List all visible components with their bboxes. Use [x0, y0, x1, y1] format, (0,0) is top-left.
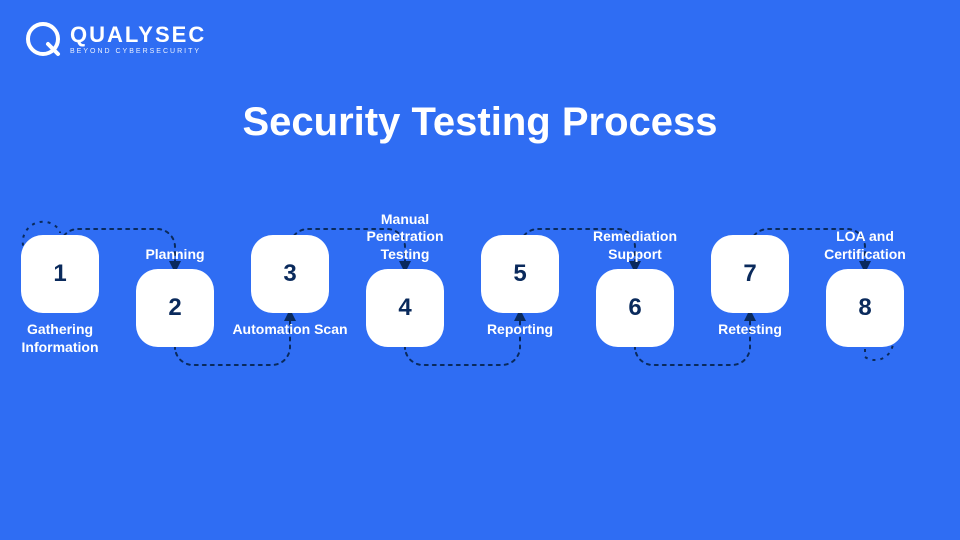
step-label-7: Retesting	[690, 321, 810, 339]
step-node-6: 6	[596, 269, 674, 347]
step-label-6: Remediation Support	[575, 228, 695, 263]
logo-q-icon	[22, 18, 64, 60]
step-node-5: 5	[481, 235, 559, 313]
logo-name: QUALYSEC	[70, 24, 206, 46]
brand-logo: QUALYSEC BEYOND CYBERSECURITY	[22, 18, 206, 60]
logo-text: QUALYSEC BEYOND CYBERSECURITY	[70, 24, 206, 55]
step-label-5: Reporting	[460, 321, 580, 339]
process-flow: 1 Gathering Information 2 Planning 3 Automati…	[0, 205, 960, 405]
step-label-2: Planning	[115, 246, 235, 264]
process-step-1: 1 Gathering Information	[0, 205, 120, 405]
step-label-1: Gathering Information	[0, 321, 120, 356]
step-label-4: Manual Penetration Testing	[345, 211, 465, 264]
step-node-2: 2	[136, 269, 214, 347]
process-step-4: 4Manual Penetration Testing	[345, 205, 465, 405]
step-node-7: 7	[711, 235, 789, 313]
step-node-1: 1	[21, 235, 99, 313]
process-step-6: 6 Remediation Support	[575, 205, 695, 405]
stage: QUALYSEC BEYOND CYBERSECURITY Security T…	[0, 0, 960, 540]
process-step-5: 5 Reporting	[460, 205, 580, 405]
step-node-8: 8	[826, 269, 904, 347]
step-label-3: Automation Scan	[230, 321, 350, 339]
logo-tag: BEYOND CYBERSECURITY	[70, 48, 206, 55]
step-label-8: LOA and Certification	[805, 228, 925, 263]
process-step-8: 8 LOA and Certification	[805, 205, 925, 405]
step-node-3: 3	[251, 235, 329, 313]
process-step-7: 7 Retesting	[690, 205, 810, 405]
process-step-2: 2 Planning	[115, 205, 235, 405]
step-node-4: 4	[366, 269, 444, 347]
process-step-3: 3 Automation Scan	[230, 205, 350, 405]
page-title: Security Testing Process	[0, 100, 960, 145]
